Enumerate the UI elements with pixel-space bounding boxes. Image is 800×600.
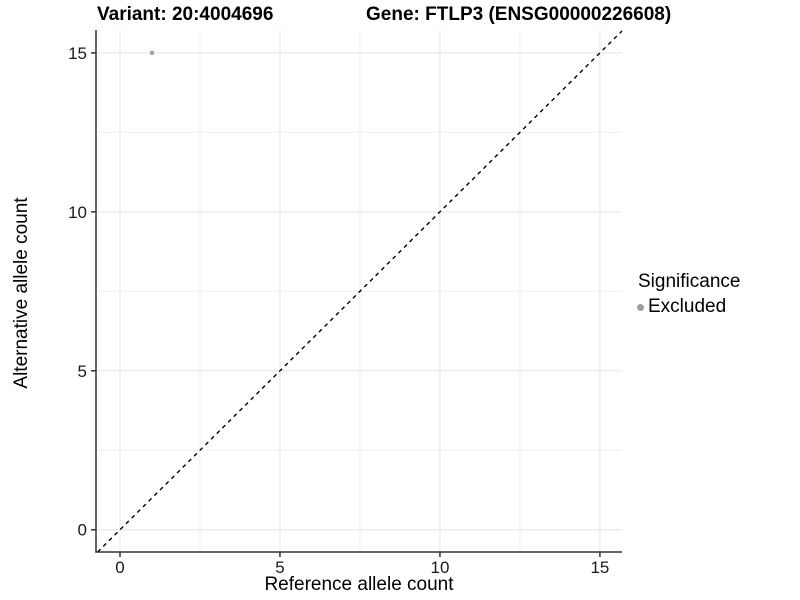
x-tick-label: 15 (590, 558, 609, 577)
legend-title: Significance (638, 271, 741, 292)
y-axis-title: Alternative allele count (11, 197, 32, 389)
x-axis-title: Reference allele count (264, 574, 454, 595)
x-tick-label: 0 (115, 558, 124, 577)
legend-key-dot-icon (637, 303, 644, 311)
identity-line (97, 30, 623, 553)
plot-title-variant: Variant: 20:4004696 (97, 4, 274, 25)
plot-title-gene: Gene: FTLP3 (ENSG00000226608) (366, 4, 672, 25)
legend-item: Excluded (637, 296, 740, 318)
x-tick-label: 10 (430, 558, 449, 577)
y-tick-label: 0 (78, 521, 87, 540)
x-tick-label: 5 (275, 558, 284, 577)
legend: Significance Excluded (637, 271, 740, 318)
data-point (149, 50, 155, 56)
legend-item-label: Excluded (648, 296, 727, 317)
y-tick-label: 10 (68, 203, 87, 222)
y-tick-label: 15 (68, 44, 87, 63)
y-tick-label: 5 (78, 362, 87, 381)
